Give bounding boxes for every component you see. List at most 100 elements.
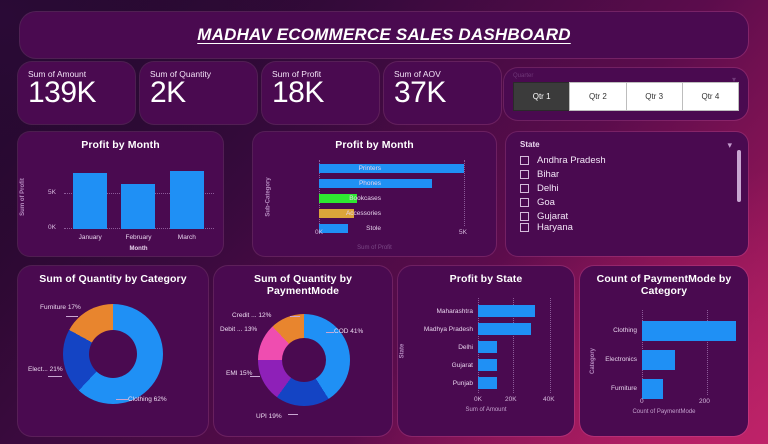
chart-profit-by-state[interactable]: Profit by State State Maharashtra Madhya… xyxy=(398,266,574,436)
slicer-scrollbar[interactable] xyxy=(737,150,741,202)
chart-quantity-by-paymentmode[interactable]: Sum of Quantity by PaymentMode Credit ..… xyxy=(214,266,392,436)
bar-row-punjab[interactable]: Punjab xyxy=(453,374,568,392)
state-slicer-item-gujarat[interactable]: Gujarat xyxy=(506,209,748,223)
state-slicer-item-goa[interactable]: Goa xyxy=(506,195,748,209)
bar-fill[interactable] xyxy=(478,359,497,371)
kpi-card-sum-of-amount[interactable]: Sum of Amount 139K xyxy=(18,62,135,124)
quarter-button-qtr-2[interactable]: Qtr 2 xyxy=(569,82,627,111)
gridline xyxy=(707,310,708,395)
bar-january[interactable] xyxy=(73,173,108,229)
state-slicer[interactable]: State ▾ Andhra Pradesh Bihar Delhi Goa xyxy=(506,132,748,256)
y-axis-title: Sum of Profit xyxy=(19,178,26,216)
kpi-card-sum-of-profit[interactable]: Sum of Profit 18K xyxy=(262,62,379,124)
bar-row-clothing[interactable]: Clothing xyxy=(613,316,737,345)
chart-profit-by-month-column[interactable]: Profit by Month Sum of Profit 5K 0K Janu… xyxy=(18,132,223,256)
gridline-axis xyxy=(319,160,320,226)
x-tick-0k: 0K xyxy=(474,396,482,403)
bar-row-maharashtra[interactable]: Maharashtra xyxy=(437,302,568,320)
bar-fill[interactable] xyxy=(319,164,464,173)
state-slicer-title: State xyxy=(520,140,540,149)
state-slicer-item-label: Haryana xyxy=(537,223,573,232)
leader-line xyxy=(290,316,300,317)
chart-title: Sum of Quantity by Category xyxy=(39,273,187,285)
bar-fill[interactable] xyxy=(319,209,354,218)
bar-row-delhi[interactable]: Delhi xyxy=(458,338,568,356)
state-slicer-item-haryana[interactable]: Haryana xyxy=(506,223,748,232)
x-tick-0: 0 xyxy=(640,398,644,405)
bar-group: Maharashtra Madhya Pradesh Delhi Gujarat… xyxy=(424,302,568,392)
quarter-button-qtr-1[interactable]: Qtr 1 xyxy=(513,82,571,111)
page-title: MADHAV ECOMMERCE SALES DASHBOARD xyxy=(197,25,571,44)
bar-fill[interactable] xyxy=(642,378,663,399)
bar-row-furniture[interactable]: Furniture xyxy=(611,374,737,403)
kpi-value: 37K xyxy=(394,76,446,109)
x-tick-20k: 20K xyxy=(505,396,517,403)
state-slicer-item-andhra-pradesh[interactable]: Andhra Pradesh xyxy=(506,153,748,167)
bar-march[interactable] xyxy=(169,171,204,229)
bar-fill[interactable] xyxy=(478,341,497,353)
chart-title: Sum of Quantity by PaymentMode xyxy=(253,273,353,298)
quarter-slicer[interactable]: Quarter ▾ Qtr 1 Qtr 2 Qtr 3 Qtr 4 xyxy=(504,68,748,120)
bar-label: Phones xyxy=(358,180,381,187)
leader-line xyxy=(288,414,298,415)
x-axis-tick-labels: January February March xyxy=(66,234,211,241)
chart-quantity-by-category[interactable]: Sum of Quantity by Category Furniture 17… xyxy=(18,266,208,436)
bar-fill[interactable] xyxy=(642,320,736,341)
bar-label: Bookcases xyxy=(349,195,381,202)
bar-group: Clothing Electronics Furniture xyxy=(605,316,737,403)
bar-label: Delhi xyxy=(458,343,473,351)
checkbox-icon[interactable] xyxy=(520,155,529,165)
quarter-button-qtr-4[interactable]: Qtr 4 xyxy=(681,82,739,111)
x-axis-title: Month xyxy=(129,246,148,252)
bar-fill[interactable] xyxy=(642,349,675,370)
bar-fill[interactable] xyxy=(319,224,348,233)
bar-fill[interactable] xyxy=(319,179,432,188)
bar-fill[interactable] xyxy=(478,305,535,317)
state-slicer-item-label: Andhra Pradesh xyxy=(537,154,606,166)
bar-group xyxy=(66,157,211,229)
gridline xyxy=(464,160,465,226)
bar-label: Clothing xyxy=(613,327,637,334)
state-slicer-item-label: Goa xyxy=(537,196,555,208)
donut-ring[interactable] xyxy=(258,314,350,406)
bar-label: Madhya Pradesh xyxy=(423,325,473,333)
chart-profit-by-subcategory[interactable]: Profit by Month Sub-Category Printers Ph… xyxy=(253,132,496,256)
donut-ring[interactable] xyxy=(63,304,163,404)
x-tick-200: 200 xyxy=(699,398,710,405)
x-tick-5k: 5K xyxy=(459,229,467,236)
checkbox-icon[interactable] xyxy=(520,183,529,193)
chart-title: Profit by Month xyxy=(81,139,160,151)
bar-row-accessories[interactable]: Accessories xyxy=(319,207,464,220)
bar-february[interactable] xyxy=(121,184,156,229)
state-slicer-item-delhi[interactable]: Delhi xyxy=(506,181,748,195)
bar-row-electronics[interactable]: Electronics xyxy=(605,345,737,374)
x-axis-title: Sum of Profit xyxy=(357,245,392,251)
x-tick-february: February xyxy=(125,234,152,241)
bar-row-gujarat[interactable]: Gujarat xyxy=(452,356,568,374)
bar-row-stole[interactable]: Stole xyxy=(319,222,464,235)
bar-fill[interactable] xyxy=(319,194,357,203)
checkbox-icon[interactable] xyxy=(520,211,529,221)
bar-fill[interactable] xyxy=(478,377,497,389)
kpi-label: Sum of Quantity xyxy=(150,69,211,79)
bar-row-printers[interactable]: Printers xyxy=(319,162,464,175)
checkbox-icon[interactable] xyxy=(520,169,529,179)
bar-fill[interactable] xyxy=(478,323,531,335)
bar-row-madhya-pradesh[interactable]: Madhya Pradesh xyxy=(424,320,568,338)
quarter-button-qtr-3[interactable]: Qtr 3 xyxy=(625,82,683,111)
state-slicer-item-bihar[interactable]: Bihar xyxy=(506,167,748,181)
x-tick-march: March xyxy=(177,234,196,241)
dashboard-title-banner: MADHAV ECOMMERCE SALES DASHBOARD xyxy=(20,12,748,58)
bar-label: Furniture xyxy=(610,385,637,392)
bar-row-bookcases[interactable]: Bookcases xyxy=(319,192,464,205)
checkbox-icon[interactable] xyxy=(520,197,529,207)
chart-paymentmode-count-by-category[interactable]: Count of PaymentMode by Category Categor… xyxy=(580,266,748,436)
kpi-card-sum-of-quantity[interactable]: Sum of Quantity 2K xyxy=(140,62,257,124)
checkbox-icon[interactable] xyxy=(520,223,529,232)
chevron-down-icon[interactable]: ▾ xyxy=(731,75,736,84)
kpi-card-sum-of-aov[interactable]: Sum of AOV 37K xyxy=(384,62,501,124)
x-axis-title: Count of PaymentMode xyxy=(632,409,696,415)
bar-row-phones[interactable]: Phones xyxy=(319,177,464,190)
chevron-down-icon[interactable]: ▾ xyxy=(727,140,732,150)
